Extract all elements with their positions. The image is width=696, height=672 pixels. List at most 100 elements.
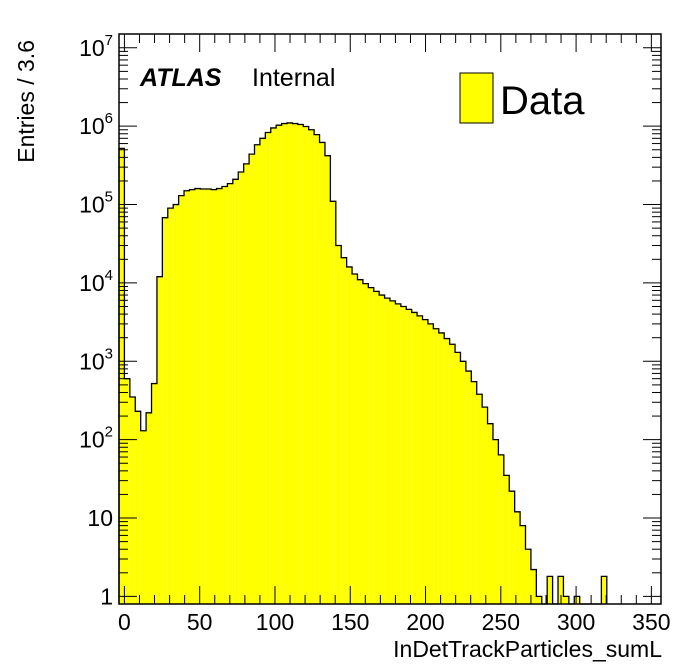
atlas-label: ATLAS Internal xyxy=(139,64,335,92)
histogram-bin xyxy=(211,189,217,604)
histogram-bin xyxy=(406,309,412,604)
histogram-bin xyxy=(167,208,174,604)
x-tick-label: 100 xyxy=(256,609,294,635)
histogram-bin xyxy=(330,201,336,604)
histogram-bin xyxy=(514,511,521,604)
x-tick-label: 0 xyxy=(118,609,131,635)
histogram-bin xyxy=(119,148,125,604)
histogram-bin xyxy=(460,361,466,604)
histogram-bin xyxy=(281,123,288,604)
histogram-bin xyxy=(492,439,499,604)
histogram-bin xyxy=(259,138,266,604)
legend: Data xyxy=(459,72,585,124)
y-tick-label: 104 xyxy=(79,267,113,296)
histogram-bin xyxy=(189,189,195,604)
histogram-bars xyxy=(118,122,608,605)
histogram-bin xyxy=(205,188,212,604)
histogram-bin xyxy=(178,195,185,604)
histogram-bin xyxy=(476,394,483,604)
histogram-bin xyxy=(438,332,445,604)
histogram-bin xyxy=(368,287,374,604)
histogram-bin xyxy=(395,303,401,604)
histogram-bin xyxy=(487,423,493,604)
x-tick-label: 350 xyxy=(632,609,670,635)
x-axis-label: InDetTrackParticles_sumL xyxy=(393,636,662,662)
atlas-label-bold: ATLAS xyxy=(139,64,222,92)
histogram-outline xyxy=(118,122,608,605)
histogram-bin xyxy=(563,596,569,604)
histogram-bin xyxy=(390,300,396,604)
histogram-bin xyxy=(444,338,450,604)
y-tick-label: 107 xyxy=(79,32,113,61)
histogram-bin xyxy=(151,383,157,604)
histogram-bin xyxy=(292,123,298,604)
y-tick-label: 106 xyxy=(79,110,113,139)
histogram-bin xyxy=(238,172,244,605)
plot-frame xyxy=(118,33,662,605)
histogram-bin xyxy=(270,127,277,605)
histogram-bin xyxy=(373,291,380,604)
histogram-bin xyxy=(427,323,434,604)
histogram-bin xyxy=(200,188,206,604)
histogram-bin xyxy=(525,549,531,604)
y-tick-label: 1 xyxy=(100,583,113,609)
histogram-bin xyxy=(465,371,472,604)
legend-swatch xyxy=(459,72,494,124)
axis-ticks xyxy=(119,34,661,604)
histogram-bin xyxy=(503,475,510,604)
histogram-bin xyxy=(243,163,250,605)
histogram-bin xyxy=(254,144,260,604)
histogram-bin xyxy=(352,273,358,604)
histogram-bin xyxy=(346,266,353,604)
histogram-bin xyxy=(287,122,293,604)
y-axis-label: Entries / 3.6 xyxy=(13,40,39,163)
histogram-bin xyxy=(335,245,342,604)
histogram-bin xyxy=(471,381,477,604)
histogram-bin xyxy=(249,154,255,604)
histogram-bin xyxy=(574,596,580,604)
histogram-bin xyxy=(314,134,320,604)
histogram-bin xyxy=(221,186,228,604)
histogram-bin xyxy=(379,295,385,604)
histogram-bin xyxy=(140,430,147,604)
histogram-bin xyxy=(482,407,488,604)
histogram-bin xyxy=(194,188,201,604)
histogram-bin xyxy=(227,183,233,604)
histogram-bin xyxy=(265,132,271,604)
histogram-bin xyxy=(433,328,439,604)
histogram-bin xyxy=(341,257,347,604)
histogram-bin xyxy=(422,319,428,604)
histogram-bin xyxy=(124,378,130,604)
histogram-bin xyxy=(276,125,282,605)
x-tick-label: 250 xyxy=(482,609,520,635)
histogram-bin xyxy=(417,315,423,604)
x-tick-label: 50 xyxy=(187,609,213,635)
y-tick-label: 105 xyxy=(79,189,113,218)
x-tick-labels: 0 50 100 150 200 250 300 350 xyxy=(118,609,671,635)
histogram-bin xyxy=(547,576,553,604)
histogram-bin xyxy=(129,397,136,604)
histogram-bin xyxy=(400,306,407,604)
histogram-bin xyxy=(303,126,309,604)
histogram-bin xyxy=(319,142,325,605)
x-tick-label: 150 xyxy=(331,609,369,635)
histogram-bin xyxy=(324,155,331,604)
y-tick-label: 10 xyxy=(87,505,113,531)
histogram-bin xyxy=(308,129,315,604)
histogram-bin xyxy=(411,312,418,604)
x-tick-label: 300 xyxy=(557,609,595,635)
histogram-bin xyxy=(558,576,564,604)
histogram-bin xyxy=(173,204,179,604)
histogram-bin xyxy=(384,298,390,604)
histogram-bin xyxy=(601,576,607,604)
histogram-bin xyxy=(135,411,141,604)
atlas-label-text: Internal xyxy=(252,64,335,92)
y-tick-label: 102 xyxy=(79,424,113,453)
histogram-bin xyxy=(509,491,515,604)
histogram-bin xyxy=(357,279,363,604)
histogram-bin xyxy=(455,352,461,604)
histogram-bin xyxy=(184,190,190,605)
histogram-bin xyxy=(530,569,537,604)
x-tick-label: 200 xyxy=(406,609,444,635)
